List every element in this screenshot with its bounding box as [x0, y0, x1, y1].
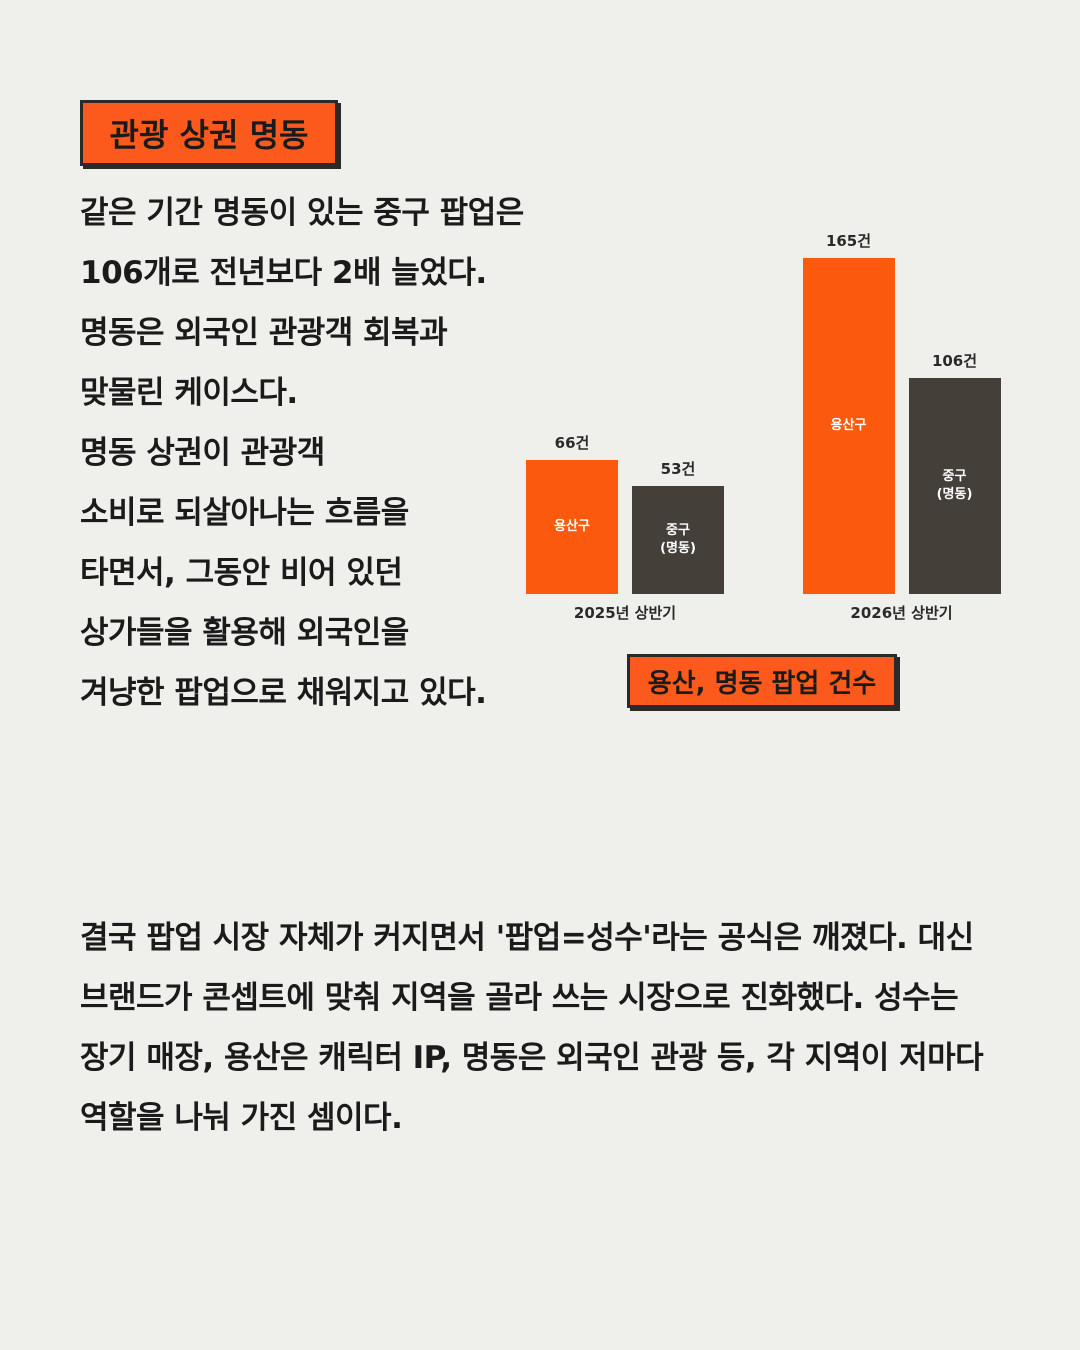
text-line: 106개로 전년보다 2배 늘었다. [80, 255, 487, 291]
text-line: 상가들을 활용해 외국인을 [80, 615, 409, 651]
series-label: 용산구 [554, 518, 590, 534]
text-line: 겨냥한 팝업으로 채워지고 있다. [80, 675, 487, 711]
bar: 중구 (명동) [632, 486, 724, 594]
x-tick-label: 2026년 상반기 [850, 604, 953, 622]
value-label: 106건 [931, 352, 978, 371]
bar: 용산구 [802, 258, 895, 594]
text-line: 브랜드가 콘셉트에 맞춰 지역을 골라 쓰는 시장으로 진화했다. 성수는 [80, 980, 959, 1016]
series-label: 중구 (명동) [660, 523, 696, 557]
text-line: 명동 상권이 관광객 [80, 435, 325, 471]
text-line: 같은 기간 명동이 있는 중구 팝업은 [80, 195, 524, 231]
section-badge: 관광 상권 명동 [80, 100, 338, 166]
value-label: 165건 [825, 232, 872, 250]
value-label: 66건 [554, 433, 590, 452]
chart-title: 용산, 명동 팝업 건수 [627, 654, 897, 708]
bar: 중구 (명동) [908, 378, 1001, 594]
series-label: 중구 (명동) [936, 469, 973, 503]
text-line: 역할을 나눠 가진 셈이다. [80, 1100, 403, 1136]
bar: 용산구 [526, 459, 618, 594]
text-line: 소비로 되살아나는 흐름을 [80, 495, 409, 531]
value-label: 53건 [660, 460, 696, 479]
x-tick-label: 2025년 상반기 [573, 604, 677, 622]
text-line: 명동은 외국인 관광객 회복과 [80, 315, 448, 351]
text-line: 타면서, 그동안 비어 있던 [80, 555, 403, 591]
text-line: 장기 매장, 용산은 캐릭터 IP, 명동은 외국인 관광 등, 각 지역이 저… [80, 1040, 984, 1076]
text-line: 맞물린 케이스다. [80, 375, 298, 411]
series-label: 용산구 [830, 418, 867, 433]
text-line: 결국 팝업 시장 자체가 커지면서 '팝업=성수'라는 공식은 깨졌다. 대신 [80, 920, 974, 956]
